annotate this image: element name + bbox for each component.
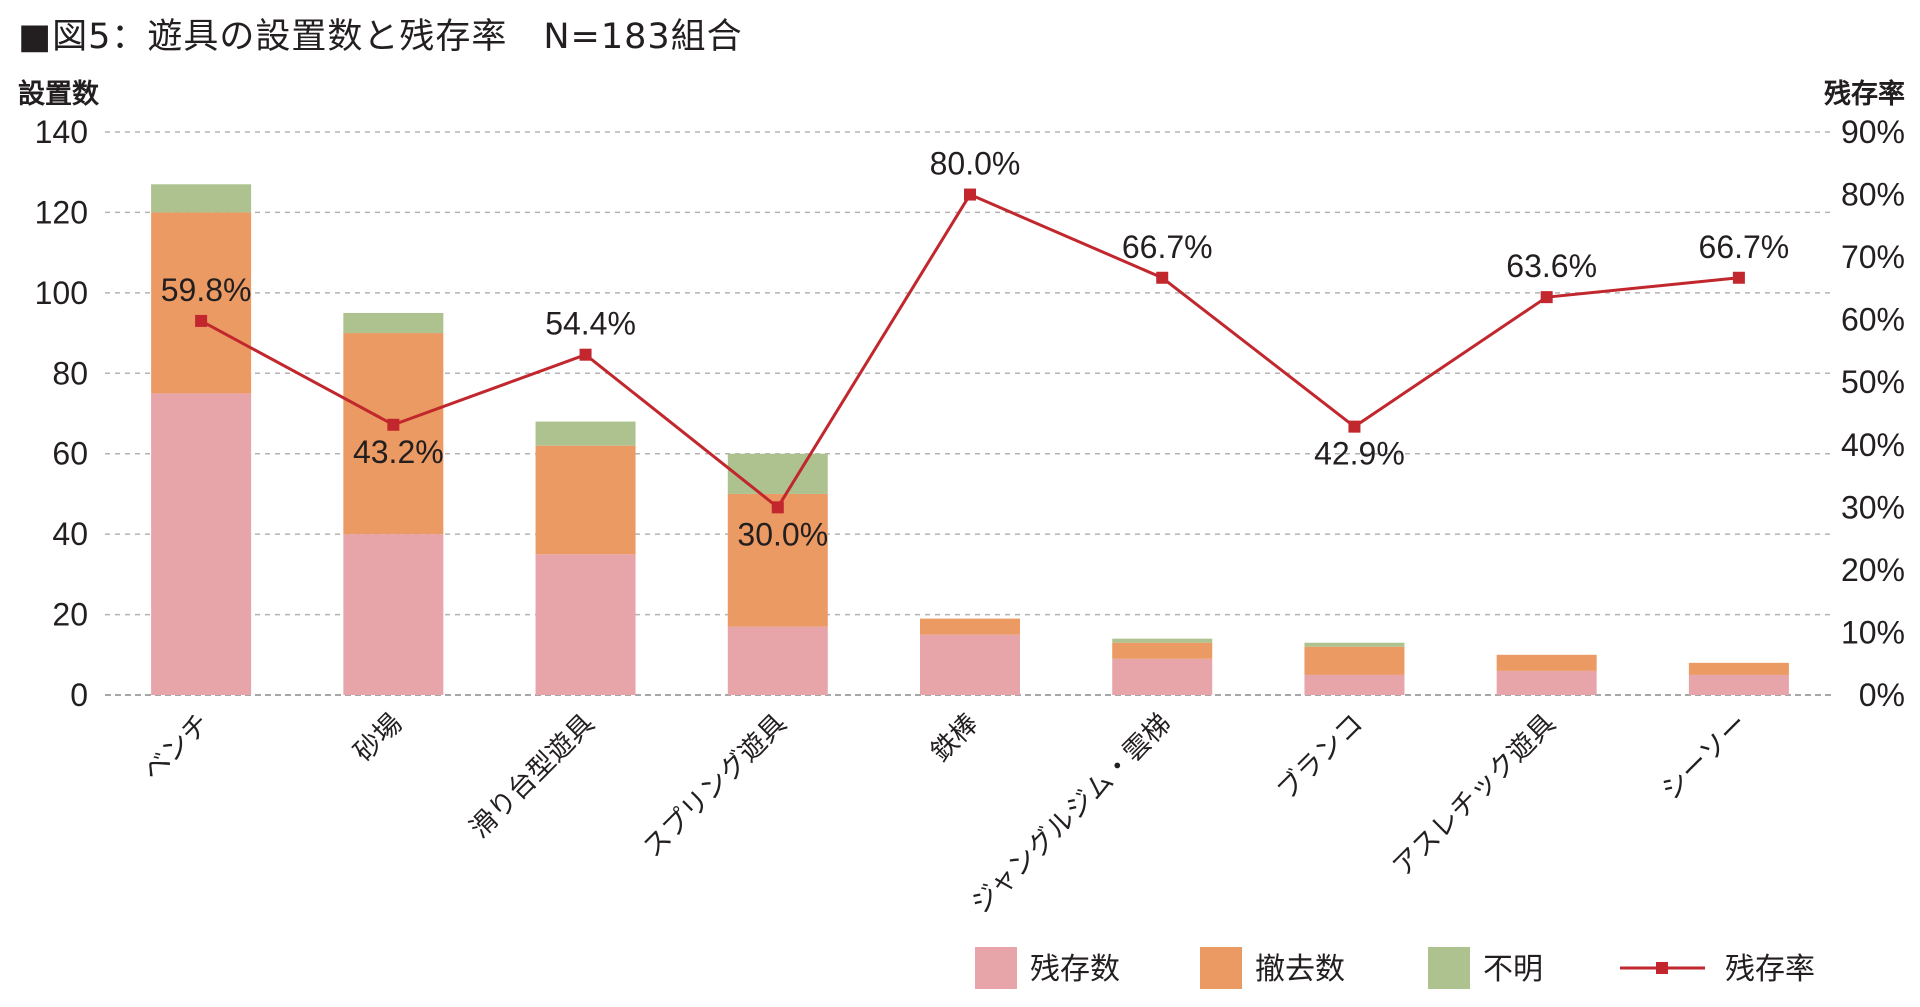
- chart-title: ■図5：遊具の設置数と残存率 N=183組合: [18, 17, 743, 57]
- legend-swatch: [1200, 947, 1242, 989]
- data-label: 66.7%: [1122, 229, 1213, 265]
- y2-tick-label: 40%: [1841, 427, 1905, 463]
- x-tick-label: ブランコ: [1271, 708, 1369, 806]
- y-tick-label: 140: [35, 114, 88, 150]
- legend-label: 不明: [1483, 952, 1543, 987]
- y-tick-label: 120: [35, 194, 88, 230]
- line-marker: [387, 418, 400, 431]
- line-marker: [195, 314, 208, 327]
- bar-残存数-2: [535, 554, 636, 695]
- bar-残存数-0: [151, 393, 252, 695]
- data-label: 80.0%: [930, 146, 1021, 182]
- legend-swatch: [1428, 947, 1470, 989]
- line-marker: [964, 188, 976, 201]
- y2-tick-label: 70%: [1841, 239, 1905, 275]
- y-tick-label: 60: [52, 436, 88, 472]
- y-axis-title: 設置数: [18, 78, 100, 110]
- y2-tick-label: 30%: [1841, 489, 1905, 525]
- legend-label: 撤去数: [1255, 952, 1345, 987]
- data-label: 43.2%: [353, 434, 444, 470]
- data-label: 63.6%: [1506, 248, 1597, 284]
- legend-swatch: [975, 947, 1017, 989]
- x-tick-label: 砂場: [348, 708, 408, 768]
- y2-tick-label: 60%: [1841, 302, 1905, 338]
- y2-tick-label: 90%: [1841, 114, 1905, 150]
- bar-残存数-4: [920, 634, 1020, 695]
- bar-撤去数-1: [343, 333, 444, 535]
- bar-撤去数-6: [1304, 646, 1405, 675]
- bar-残存数-1: [343, 534, 444, 695]
- bar-撤去数-8: [1688, 662, 1789, 675]
- legend-label: 残存率: [1725, 952, 1815, 987]
- bar-残存数-8: [1688, 674, 1789, 695]
- bar-撤去数-4: [920, 618, 1020, 635]
- y2-tick-label: 20%: [1841, 552, 1905, 588]
- bar-layer: [151, 184, 1789, 695]
- line-layer: 59.8% 43.2% 54.4% 30.0% 80.0% 66.7% 42.9% 63.6%…: [161, 146, 1790, 553]
- data-label: 30.0%: [737, 516, 828, 552]
- y2-tick-label: 10%: [1841, 614, 1905, 650]
- y2-tick-label: 50%: [1841, 364, 1905, 400]
- line-marker: [1156, 271, 1169, 284]
- legend-label: 残存数: [1030, 952, 1120, 987]
- y-tick-label: 0: [70, 677, 88, 713]
- x-tick-label: ジャングルジム・雲梯: [965, 708, 1177, 920]
- x-tick-label: 鉄棒: [925, 708, 985, 768]
- line-marker: [1540, 291, 1553, 304]
- bar-不明-3: [727, 453, 828, 494]
- bar-不明-0: [151, 184, 252, 213]
- data-label: 66.7%: [1699, 229, 1790, 265]
- line-marker: [1348, 420, 1361, 433]
- x-tick-label: シーソー: [1656, 708, 1754, 806]
- y2-axis-title: 残存率: [1824, 78, 1905, 110]
- line-marker: [579, 348, 592, 361]
- data-label: 59.8%: [161, 272, 252, 308]
- y2-tick-label: 0%: [1859, 677, 1905, 713]
- axis-layer: 0 20 40 60 80 100 120 140 0% 10% 20% 30% 40% 50% 60% 70…: [18, 78, 1905, 920]
- legend-line-marker: [1656, 962, 1668, 974]
- data-label: 54.4%: [545, 306, 636, 342]
- y-tick-label: 80: [52, 355, 88, 391]
- y-tick-label: 100: [35, 275, 88, 311]
- bar-撤去数-5: [1112, 642, 1213, 659]
- legend-legend: 残存数 撤去数 不明 残存率: [975, 947, 1815, 989]
- bar-不明-2: [535, 421, 636, 446]
- line-marker: [771, 501, 784, 514]
- bar-残存数-7: [1496, 670, 1597, 695]
- x-tick-label: ベンチ: [137, 708, 216, 787]
- data-label: 42.9%: [1314, 436, 1405, 472]
- bar-残存数-6: [1304, 674, 1405, 695]
- bar-残存数-3: [727, 626, 828, 695]
- bar-撤去数-7: [1496, 654, 1597, 671]
- y-tick-label: 20: [52, 597, 88, 633]
- bar-不明-6: [1304, 642, 1405, 647]
- bar-撤去数-3: [727, 493, 828, 627]
- bar-不明-5: [1112, 638, 1213, 643]
- bar-撤去数-0: [151, 212, 252, 394]
- y2-tick-label: 80%: [1841, 177, 1905, 213]
- bar-不明-1: [343, 312, 444, 334]
- x-tick-label: アスレチック遊具: [1387, 708, 1562, 883]
- x-tick-label: スプリング遊具: [637, 708, 793, 864]
- line-marker: [1732, 271, 1745, 284]
- y-tick-label: 40: [52, 516, 88, 552]
- bar-残存数-5: [1112, 658, 1213, 695]
- x-tick-label: 滑り台型遊具: [464, 708, 600, 844]
- bar-撤去数-2: [535, 445, 636, 555]
